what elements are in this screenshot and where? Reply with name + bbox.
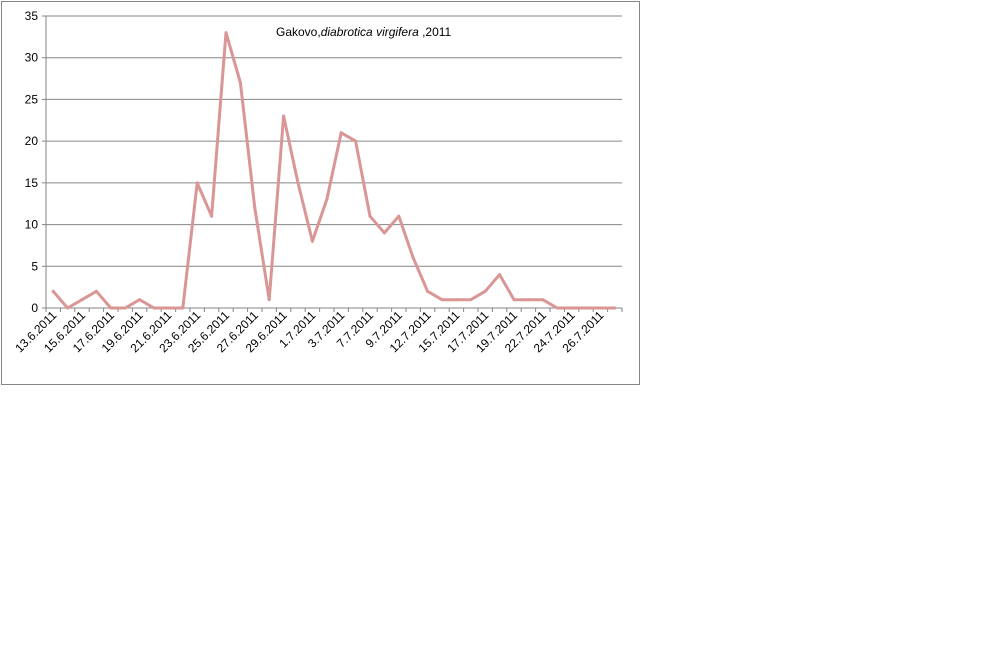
y-tick-label: 10 <box>25 218 39 232</box>
axes <box>42 15 623 312</box>
data-point <box>483 289 487 293</box>
data-point <box>555 306 559 310</box>
y-tick-label: 30 <box>25 51 39 65</box>
data-point <box>411 256 415 260</box>
data-point <box>498 273 502 277</box>
data-point <box>296 181 300 185</box>
y-tick-label: 20 <box>25 134 39 148</box>
data-point <box>613 306 617 310</box>
data-point <box>51 289 55 293</box>
y-tick-label: 5 <box>31 259 38 273</box>
data-point <box>238 81 242 85</box>
data-point <box>512 298 516 302</box>
data-point <box>584 306 588 310</box>
y-tick-labels: 0 5 10 15 20 25 30 35 <box>25 9 39 315</box>
data-point <box>354 139 358 143</box>
data-point <box>570 306 574 310</box>
data-point <box>94 289 98 293</box>
chart-area <box>1 1 640 385</box>
data-point <box>440 298 444 302</box>
data-point <box>310 239 314 243</box>
data-point <box>253 206 257 210</box>
chart-title-species: diabrotica virgifera <box>320 25 419 39</box>
data-point <box>469 298 473 302</box>
series-line <box>51 31 617 310</box>
data-point <box>80 298 84 302</box>
chart-title-prefix: Gakovo, <box>276 25 321 39</box>
y-tick-label: 15 <box>25 176 39 190</box>
data-point <box>138 298 142 302</box>
data-point <box>181 306 185 310</box>
chart-title: Gakovo,diabrotica virgifera ,2011 <box>276 25 451 39</box>
data-point <box>152 306 156 310</box>
data-point <box>123 306 127 310</box>
y-tick-label: 25 <box>25 92 39 106</box>
data-point <box>109 306 113 310</box>
data-point <box>267 298 271 302</box>
data-point <box>368 214 372 218</box>
data-point <box>426 289 430 293</box>
y-tick-label: 0 <box>31 301 38 315</box>
data-point <box>224 31 228 35</box>
series-layer <box>51 31 617 310</box>
data-point <box>325 198 329 202</box>
data-point <box>282 114 286 118</box>
data-point <box>195 181 199 185</box>
data-point <box>454 298 458 302</box>
data-point <box>598 306 602 310</box>
x-tick-labels: 13.6.201115.6.201117.6.201119.6.201121.6… <box>12 308 606 355</box>
chart-title-suffix: ,2011 <box>418 25 452 39</box>
data-point <box>397 214 401 218</box>
data-point <box>66 306 70 310</box>
data-point <box>382 231 386 235</box>
data-point <box>541 298 545 302</box>
data-point <box>210 214 214 218</box>
gridlines <box>46 15 622 267</box>
data-point <box>526 298 530 302</box>
data-point <box>339 131 343 135</box>
data-point <box>166 306 170 310</box>
y-tick-label: 35 <box>25 9 39 23</box>
